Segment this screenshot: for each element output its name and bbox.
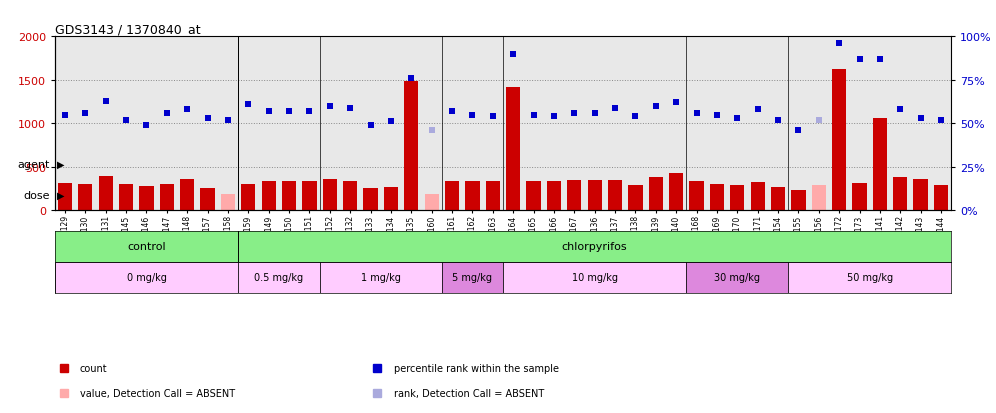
Bar bbox=[241, 185, 255, 211]
Text: count: count bbox=[80, 363, 108, 374]
Bar bbox=[262, 181, 276, 211]
Bar bbox=[200, 189, 215, 211]
Bar bbox=[669, 173, 683, 211]
Text: 0 mg/kg: 0 mg/kg bbox=[126, 273, 166, 283]
Bar bbox=[282, 181, 296, 211]
Bar bbox=[343, 181, 358, 211]
Text: control: control bbox=[127, 242, 165, 252]
Text: 0.5 mg/kg: 0.5 mg/kg bbox=[254, 273, 304, 283]
Text: 10 mg/kg: 10 mg/kg bbox=[572, 273, 618, 283]
Text: GDS3143 / 1370840_at: GDS3143 / 1370840_at bbox=[55, 23, 200, 36]
Text: 5 mg/kg: 5 mg/kg bbox=[452, 273, 492, 283]
Bar bbox=[788, 262, 951, 293]
Text: chlorpyrifos: chlorpyrifos bbox=[562, 242, 627, 252]
Bar bbox=[139, 186, 153, 211]
Bar bbox=[791, 191, 806, 211]
Bar bbox=[303, 182, 317, 211]
Text: agent: agent bbox=[17, 159, 50, 169]
Bar bbox=[404, 82, 418, 211]
Text: 30 mg/kg: 30 mg/kg bbox=[714, 273, 760, 283]
Text: 1 mg/kg: 1 mg/kg bbox=[361, 273, 400, 283]
Bar bbox=[442, 262, 503, 293]
Text: percentile rank within the sample: percentile rank within the sample bbox=[393, 363, 559, 374]
Bar bbox=[58, 184, 72, 211]
Bar bbox=[486, 182, 500, 211]
Bar bbox=[503, 262, 686, 293]
Bar bbox=[710, 185, 724, 211]
Bar bbox=[99, 177, 113, 211]
Bar bbox=[55, 262, 238, 293]
Text: ▶: ▶ bbox=[57, 159, 65, 169]
Bar bbox=[465, 182, 479, 211]
Bar bbox=[628, 185, 642, 211]
Bar bbox=[832, 70, 847, 211]
Bar bbox=[872, 119, 887, 211]
Bar bbox=[424, 195, 439, 211]
Text: dose: dose bbox=[23, 190, 50, 200]
Bar bbox=[445, 181, 459, 211]
Bar bbox=[730, 185, 744, 211]
Bar bbox=[323, 180, 337, 211]
Bar bbox=[320, 262, 442, 293]
Bar bbox=[771, 187, 785, 211]
Bar bbox=[934, 185, 948, 211]
Bar bbox=[383, 187, 398, 211]
Bar bbox=[547, 182, 561, 211]
Bar bbox=[221, 195, 235, 211]
Bar bbox=[238, 262, 320, 293]
Bar bbox=[567, 180, 582, 211]
Bar bbox=[364, 189, 377, 211]
Bar bbox=[159, 185, 174, 211]
Bar bbox=[588, 180, 602, 211]
Bar bbox=[893, 178, 907, 211]
Bar bbox=[527, 181, 541, 211]
Bar bbox=[79, 184, 93, 211]
Text: rank, Detection Call = ABSENT: rank, Detection Call = ABSENT bbox=[393, 388, 544, 398]
Bar bbox=[506, 88, 520, 211]
Text: ▶: ▶ bbox=[57, 190, 65, 200]
Bar bbox=[608, 180, 622, 211]
Bar bbox=[751, 183, 765, 211]
Text: value, Detection Call = ABSENT: value, Detection Call = ABSENT bbox=[80, 388, 235, 398]
Bar bbox=[812, 185, 826, 211]
Bar bbox=[853, 184, 867, 211]
Bar bbox=[913, 179, 927, 211]
Text: 50 mg/kg: 50 mg/kg bbox=[847, 273, 892, 283]
Bar bbox=[686, 262, 788, 293]
Bar bbox=[648, 178, 663, 211]
Bar bbox=[180, 179, 194, 211]
Bar bbox=[119, 185, 133, 211]
Bar bbox=[689, 182, 703, 211]
